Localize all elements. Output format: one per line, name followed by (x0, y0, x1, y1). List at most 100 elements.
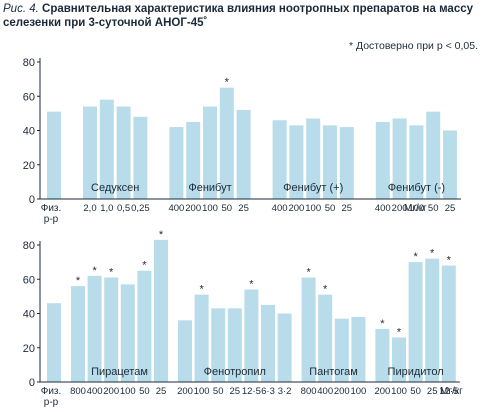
significance-marker: * (447, 255, 452, 267)
significance-marker: * (380, 318, 385, 330)
dose-tick-label: 50 (222, 203, 233, 214)
dose-tick-label: 200 (185, 203, 201, 214)
control-label: Физ. (41, 203, 62, 214)
dose-tick-label: 25 (445, 203, 456, 214)
y-tick-label: 0 (29, 377, 35, 389)
dose-tick-label: 100 (202, 203, 218, 214)
dose-tick-label: 100 (350, 386, 366, 397)
dose-tick-label: 12·5 (439, 386, 458, 397)
bar (289, 125, 304, 199)
dose-tick-label: 50 (325, 203, 336, 214)
bar (47, 111, 61, 199)
bar (87, 275, 102, 382)
bar (301, 277, 316, 382)
significance-marker: * (413, 251, 418, 263)
group-label: Пантогам (309, 366, 358, 378)
figure-label: Рис. 4. (3, 3, 39, 15)
bar (169, 127, 184, 199)
bar (409, 125, 424, 199)
dose-tick-label: 0,25 (131, 203, 150, 214)
dose-tick-label: 50 (213, 386, 224, 397)
y-tick-label: 80 (23, 57, 35, 69)
dose-tick-label: 100 (194, 386, 210, 397)
bar (186, 121, 201, 199)
bar (339, 127, 354, 199)
dose-tick-label: 200 (392, 203, 408, 214)
bar (441, 265, 456, 382)
group-label: Фенотропил (204, 366, 266, 378)
bar (99, 99, 114, 199)
bar (244, 289, 259, 382)
bar (154, 239, 168, 382)
bar (392, 337, 406, 382)
dose-tick-label: 1,0 (100, 203, 113, 214)
bar (351, 316, 366, 382)
group-label: Седуксен (91, 182, 139, 194)
bar (443, 130, 457, 199)
bar (272, 120, 287, 199)
bar (120, 284, 135, 382)
bar (277, 313, 292, 382)
y-tick-label: 80 (23, 240, 35, 252)
significance-marker: * (92, 265, 97, 277)
y-tick-label: 20 (23, 343, 35, 355)
significance-marker: * (76, 275, 81, 287)
significance-marker: * (142, 260, 147, 272)
dose-tick-label: 400 (317, 386, 333, 397)
bar (227, 308, 242, 382)
group-label: Фенибут (+) (283, 182, 343, 194)
group-label: Фенибут (-) (388, 182, 445, 194)
dose-tick-label: 0,5 (117, 203, 130, 214)
significance-marker: * (249, 279, 254, 291)
significance-marker: * (225, 77, 230, 89)
dose-tick-label: 200 (177, 386, 193, 397)
dose-tick-label: 400 (272, 203, 288, 214)
dose-tick-label: 100 (305, 203, 321, 214)
significance-marker: * (323, 284, 328, 296)
bar (426, 111, 441, 199)
dose-tick-label: 400 (168, 203, 184, 214)
bar (306, 118, 321, 199)
group-label: Пиридитол (388, 366, 444, 378)
bar (104, 277, 119, 382)
bar (408, 262, 423, 382)
dose-tick-label: 50 (428, 203, 439, 214)
dose-tick-label: 12·5 (242, 386, 261, 397)
y-tick-label: 20 (23, 160, 35, 172)
dose-tick-label: 25 (156, 386, 167, 397)
dose-tick-label: 25 (342, 203, 353, 214)
significance-marker: * (199, 284, 204, 296)
bar (236, 109, 251, 199)
bar (71, 286, 85, 382)
dose-tick-label: 100 (120, 386, 136, 397)
bar (323, 125, 337, 199)
bar (392, 118, 407, 199)
bar (375, 121, 390, 199)
bar (219, 87, 234, 199)
significance-marker: * (430, 248, 435, 260)
bar (318, 294, 333, 382)
significance-marker: * (159, 229, 164, 241)
dose-tick-label: 200 (288, 203, 304, 214)
bar (83, 106, 97, 199)
dose-tick-label: 25 (427, 386, 438, 397)
bar (425, 258, 440, 382)
group-label: Фенибут (188, 182, 231, 194)
control-label: р-р (44, 397, 59, 408)
bar (133, 116, 148, 199)
figure-title: Сравнительная характеристика влияния ноо… (3, 3, 474, 29)
bar (47, 303, 61, 382)
y-tick-label: 0 (29, 194, 35, 206)
dose-tick-label: 200 (103, 386, 119, 397)
bar (261, 304, 275, 382)
dose-tick-label: 800 (70, 386, 86, 397)
dose-tick-label: 800 (301, 386, 317, 397)
unit-label: Мг/кг (440, 386, 463, 397)
dose-tick-label: 100 (391, 386, 407, 397)
dose-tick-label: 50 (139, 386, 150, 397)
control-label: р-р (44, 214, 59, 225)
significance-marker: * (397, 326, 402, 338)
bar (211, 308, 226, 382)
